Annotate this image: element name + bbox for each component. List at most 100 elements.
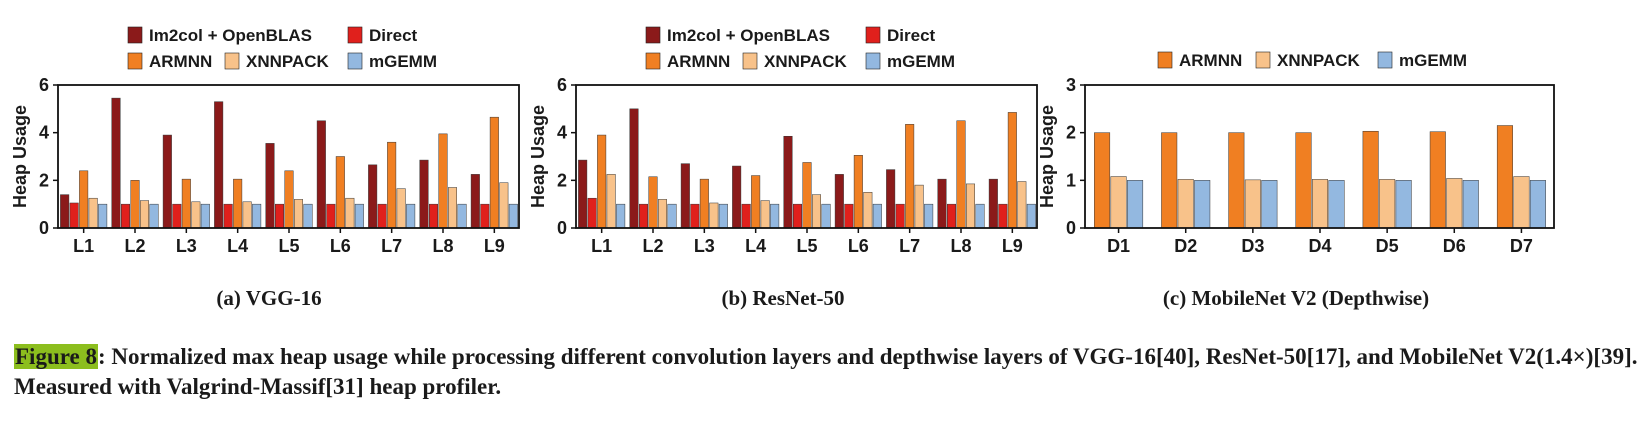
bar [242,201,252,229]
y-tick-label: 2 [39,170,49,190]
bar [783,135,793,229]
bar [905,124,915,229]
legend-label: XNNPACK [246,52,330,71]
bar [886,169,896,229]
bar [578,159,588,229]
x-tick-label: D5 [1376,236,1399,256]
legend-label: Direct [887,26,936,45]
bar [937,178,947,229]
plot-frame [1084,84,1555,229]
bar [191,201,201,229]
bar [489,116,499,229]
bar [303,203,313,229]
bar [429,203,438,229]
legend-swatch [1157,51,1173,69]
bar [457,203,467,229]
legend-swatch [1377,51,1393,69]
x-tick-label: L7 [381,236,402,256]
bar [616,203,626,229]
bar [844,203,854,229]
x-tick-label: D4 [1308,236,1331,256]
y-tick-label: 0 [1066,218,1076,238]
legend-swatch [645,52,661,70]
bar [233,178,243,229]
legend-swatch [347,52,363,70]
bar [98,203,108,229]
legend-swatch [127,26,143,44]
x-tick-label: D1 [1107,236,1130,256]
x-tick-label: L4 [745,236,766,256]
bar [326,203,336,229]
bar [872,203,882,229]
bar [1395,180,1412,229]
bar [1362,130,1379,229]
bar [1446,178,1463,229]
bar [60,194,70,229]
bar [316,120,326,229]
bar [1127,180,1144,229]
bar [1177,179,1194,229]
x-tick-label: L8 [432,236,453,256]
legend-swatch [347,26,363,44]
bar [802,162,812,229]
bar [448,187,457,229]
bar [1462,180,1479,229]
y-tick-label: 0 [557,218,567,238]
bar [111,97,121,229]
bar [265,143,275,229]
bar [223,203,233,229]
bar [172,203,182,229]
bar [130,180,140,229]
y-axis-label: Heap Usage [10,105,30,208]
x-tick-label: D3 [1241,236,1264,256]
figure-label: Figure 8 [14,344,98,369]
bar [1007,112,1017,229]
x-tick-label: L4 [227,236,248,256]
y-tick-label: 4 [557,123,567,143]
y-tick-label: 2 [557,170,567,190]
plot-frame [57,84,520,229]
legend-swatch [865,26,881,44]
y-tick-label: 4 [39,123,49,143]
x-tick-label: L6 [330,236,351,256]
bar [162,134,172,229]
bar [895,203,905,229]
legend-label: Direct [369,26,418,45]
bar [709,202,719,229]
bar [812,194,821,229]
y-tick-label: 0 [39,218,49,238]
bar [140,200,149,229]
legend-label: ARMNN [149,52,212,71]
bar [69,202,79,229]
bar [597,134,607,229]
chart-resnet50: Im2col + OpenBLAS Direct ARMNN XNNPACK mGEMM… [528,26,1038,256]
x-tick-label: L1 [591,236,612,256]
bar [438,133,448,229]
bar [1244,179,1261,229]
chart-vgg16: Im2col + OpenBLAS Direct ARMNN XNNPACK mGEMM… [10,26,520,256]
bar [690,203,700,229]
bar [629,108,639,229]
bar [998,203,1008,229]
subtitle-vgg16: (a) VGG-16 [216,286,322,310]
bar [760,200,770,229]
x-tick-label: L3 [694,236,715,256]
bar [834,174,844,229]
caption-text: : Normalized max heap usage while proces… [14,344,1638,399]
bar [1228,132,1245,229]
x-tick-label: L7 [899,236,920,256]
y-tick-label: 6 [557,75,567,95]
y-tick-label: 1 [1066,170,1076,190]
x-tick-label: D6 [1443,236,1466,256]
bar [1261,180,1278,229]
legend-label: ARMNN [667,52,730,71]
bar [508,203,518,229]
x-tick-label: L9 [484,236,505,256]
bar [121,203,130,229]
bar [345,197,355,229]
bar [956,120,966,229]
x-tick-label: D7 [1510,236,1533,256]
y-axis-label: Heap Usage [1037,105,1057,208]
legend-label: mGEMM [369,52,437,71]
x-tick-label: L6 [848,236,869,256]
